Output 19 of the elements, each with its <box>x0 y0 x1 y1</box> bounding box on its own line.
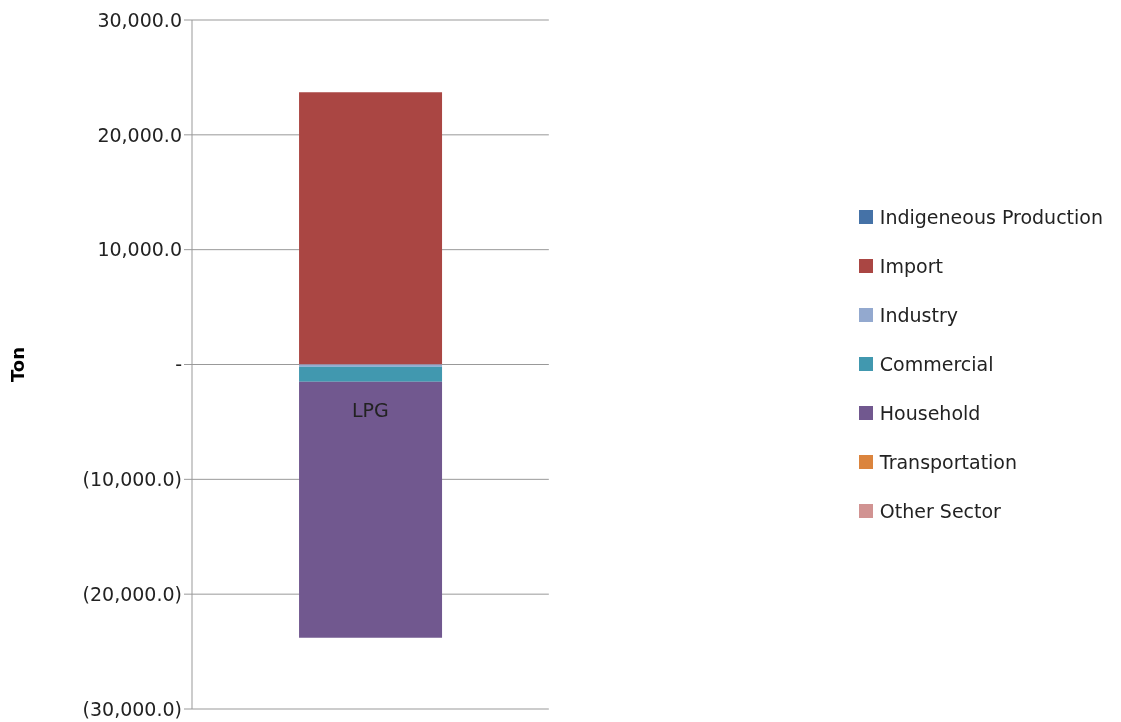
x-tick-label: LPG <box>352 399 389 421</box>
y-tick-label: (30,000.0) <box>82 697 182 720</box>
legend-label: Household <box>879 402 981 424</box>
y-tick-label: (10,000.0) <box>82 468 182 491</box>
y-axis-title: Ton <box>7 346 29 383</box>
y-tick-label: - <box>175 353 182 376</box>
legend-label: Import <box>879 255 943 277</box>
legend-label: Indigeneous Production <box>879 206 1103 228</box>
y-tick-label: 20,000.0 <box>97 123 182 146</box>
y-tick-label: 10,000.0 <box>97 238 182 261</box>
bar <box>299 366 443 382</box>
legend-label: Transportation <box>879 451 1018 473</box>
legend-label: Commercial <box>879 353 994 375</box>
legend-label: Other Sector <box>879 500 1001 522</box>
bar <box>299 92 443 365</box>
legend-label: Industry <box>879 304 958 326</box>
y-tick-label: 30,000.0 <box>97 8 182 31</box>
bar <box>299 381 443 638</box>
y-tick-label: (20,000.0) <box>82 582 182 605</box>
